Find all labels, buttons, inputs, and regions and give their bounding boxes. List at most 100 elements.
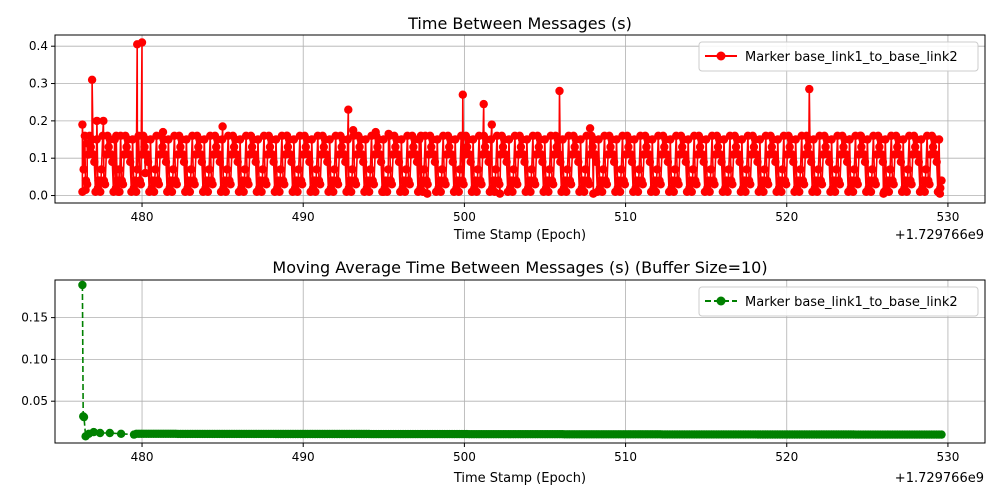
data-point <box>913 150 922 159</box>
data-point <box>95 428 105 438</box>
data-point <box>429 150 438 159</box>
data-point <box>809 135 818 144</box>
data-point <box>928 142 938 152</box>
data-point <box>796 165 805 174</box>
data-point <box>853 180 862 189</box>
data-point <box>459 180 468 189</box>
chart1-y-ticks: 0.0 0.1 0.2 0.3 0.4 <box>29 39 55 203</box>
data-point <box>842 157 852 167</box>
data-point <box>83 180 92 189</box>
data-point <box>185 187 195 196</box>
data-point <box>914 157 923 167</box>
data-point <box>222 165 232 174</box>
data-point <box>161 157 171 167</box>
data-point <box>656 180 665 189</box>
data-point <box>330 165 339 174</box>
data-point <box>115 187 124 196</box>
chart1-series-line <box>78 38 946 198</box>
data-point <box>602 180 612 189</box>
data-point <box>208 180 217 189</box>
data-point <box>885 165 895 174</box>
data-point <box>799 180 809 189</box>
data-point <box>347 187 356 196</box>
data-point <box>863 135 872 144</box>
data-point <box>638 180 647 189</box>
data-point <box>684 135 693 144</box>
data-point <box>498 142 508 152</box>
data-point <box>366 165 375 174</box>
data-point <box>911 142 920 152</box>
data-point <box>329 187 338 196</box>
data-point <box>627 157 637 167</box>
data-point <box>692 180 701 189</box>
data-point <box>502 157 511 167</box>
x-tick-label: 510 <box>614 450 637 464</box>
data-point <box>451 135 460 144</box>
data-point <box>566 180 576 189</box>
data-point <box>895 150 904 159</box>
chart2-legend: Marker base_link1_to_base_link2 <box>698 286 979 317</box>
data-point <box>151 165 160 174</box>
data-point <box>626 150 635 159</box>
data-point <box>126 157 135 167</box>
data-point <box>563 165 572 174</box>
data-point <box>257 187 266 196</box>
data-point <box>90 157 99 167</box>
data-point <box>375 150 385 159</box>
data-point <box>89 150 98 159</box>
data-point <box>773 135 782 144</box>
chart2-grid <box>55 280 985 443</box>
data-point <box>545 165 554 174</box>
data-point <box>454 187 463 196</box>
x-tick-label: 510 <box>614 210 637 224</box>
data-point <box>239 187 248 196</box>
data-point <box>286 150 295 159</box>
chart2-x-ticks: 480 490 500 510 520 530 <box>131 443 959 464</box>
data-point <box>588 142 597 152</box>
data-point <box>813 187 822 196</box>
data-point <box>149 187 159 196</box>
data-point <box>133 165 142 174</box>
data-point <box>160 150 169 159</box>
data-point <box>142 150 152 159</box>
data-point <box>355 142 364 152</box>
data-point <box>705 187 714 196</box>
data-point <box>635 165 644 174</box>
data-point <box>445 142 454 152</box>
data-point <box>99 116 108 126</box>
data-point <box>344 105 353 114</box>
data-point <box>379 135 388 144</box>
data-point <box>713 142 723 152</box>
data-point <box>878 157 888 167</box>
data-point <box>218 122 227 131</box>
y-tick-label: 0.2 <box>29 114 48 128</box>
data-point <box>660 142 669 152</box>
data-point <box>695 142 705 152</box>
data-point <box>357 150 367 159</box>
data-point <box>167 187 177 196</box>
data-point <box>598 187 607 196</box>
chart-moving-average: Moving Average Time Between Messages (s)… <box>21 258 986 486</box>
data-point <box>580 187 589 196</box>
data-point <box>698 150 707 159</box>
chart2-x-offset-label: +1.729766e9 <box>895 471 984 486</box>
data-point <box>556 157 565 167</box>
data-point <box>178 150 187 159</box>
data-point <box>501 150 510 159</box>
x-tick-label: 530 <box>936 210 959 224</box>
data-point <box>397 135 406 144</box>
data-point <box>427 142 436 152</box>
data-point <box>642 142 651 152</box>
data-point <box>455 165 465 174</box>
data-point <box>483 150 492 159</box>
data-point <box>87 75 97 85</box>
data-point <box>830 187 840 196</box>
data-point <box>447 150 456 159</box>
data-point <box>624 142 633 152</box>
data-point <box>262 180 271 189</box>
data-point <box>746 180 755 189</box>
data-point <box>402 165 411 174</box>
data-point <box>785 142 794 152</box>
data-point <box>251 157 260 167</box>
data-point <box>608 150 618 159</box>
